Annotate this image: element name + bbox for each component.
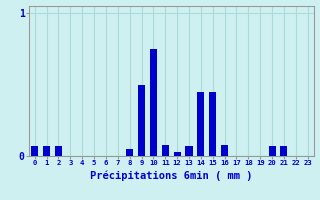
Bar: [55, 146, 62, 156]
Bar: [173, 152, 181, 156]
Bar: [138, 85, 145, 156]
Bar: [126, 149, 133, 156]
Bar: [280, 146, 287, 156]
Bar: [186, 146, 193, 156]
Bar: [209, 92, 216, 156]
Bar: [31, 146, 38, 156]
Bar: [197, 92, 204, 156]
Bar: [268, 146, 276, 156]
Bar: [221, 145, 228, 156]
Bar: [162, 145, 169, 156]
X-axis label: Précipitations 6min ( mm ): Précipitations 6min ( mm ): [90, 170, 252, 181]
Bar: [43, 146, 50, 156]
Bar: [150, 49, 157, 156]
